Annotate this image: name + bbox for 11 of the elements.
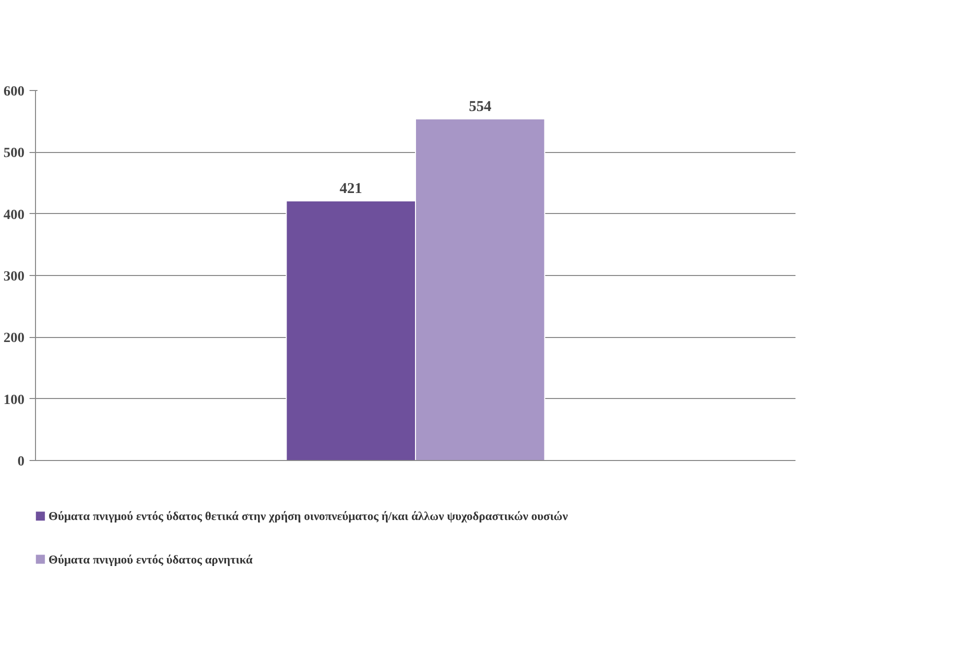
data-label: 421 xyxy=(340,180,362,197)
y-tick-label: 200 xyxy=(4,331,24,346)
y-tick-label: 300 xyxy=(4,270,24,284)
data-label: 554 xyxy=(468,98,492,115)
legend-label: Θύματα πνιγμού εντός ύδατος θετικά στην χρήση οινοπνεύματος ή/και άλλων ψυχοδραστικών ουσιών xyxy=(48,509,568,524)
y-tick-label: 500 xyxy=(4,146,24,162)
y-tick-label: 600 xyxy=(4,84,24,100)
legend-label: Θύματα πνιγμού εντός ύδατος αρνητικά xyxy=(48,552,253,566)
y-tick-label: 400 xyxy=(4,208,24,223)
y-tick-label: 0 xyxy=(18,454,24,470)
y-tick-label: 100 xyxy=(4,392,24,408)
